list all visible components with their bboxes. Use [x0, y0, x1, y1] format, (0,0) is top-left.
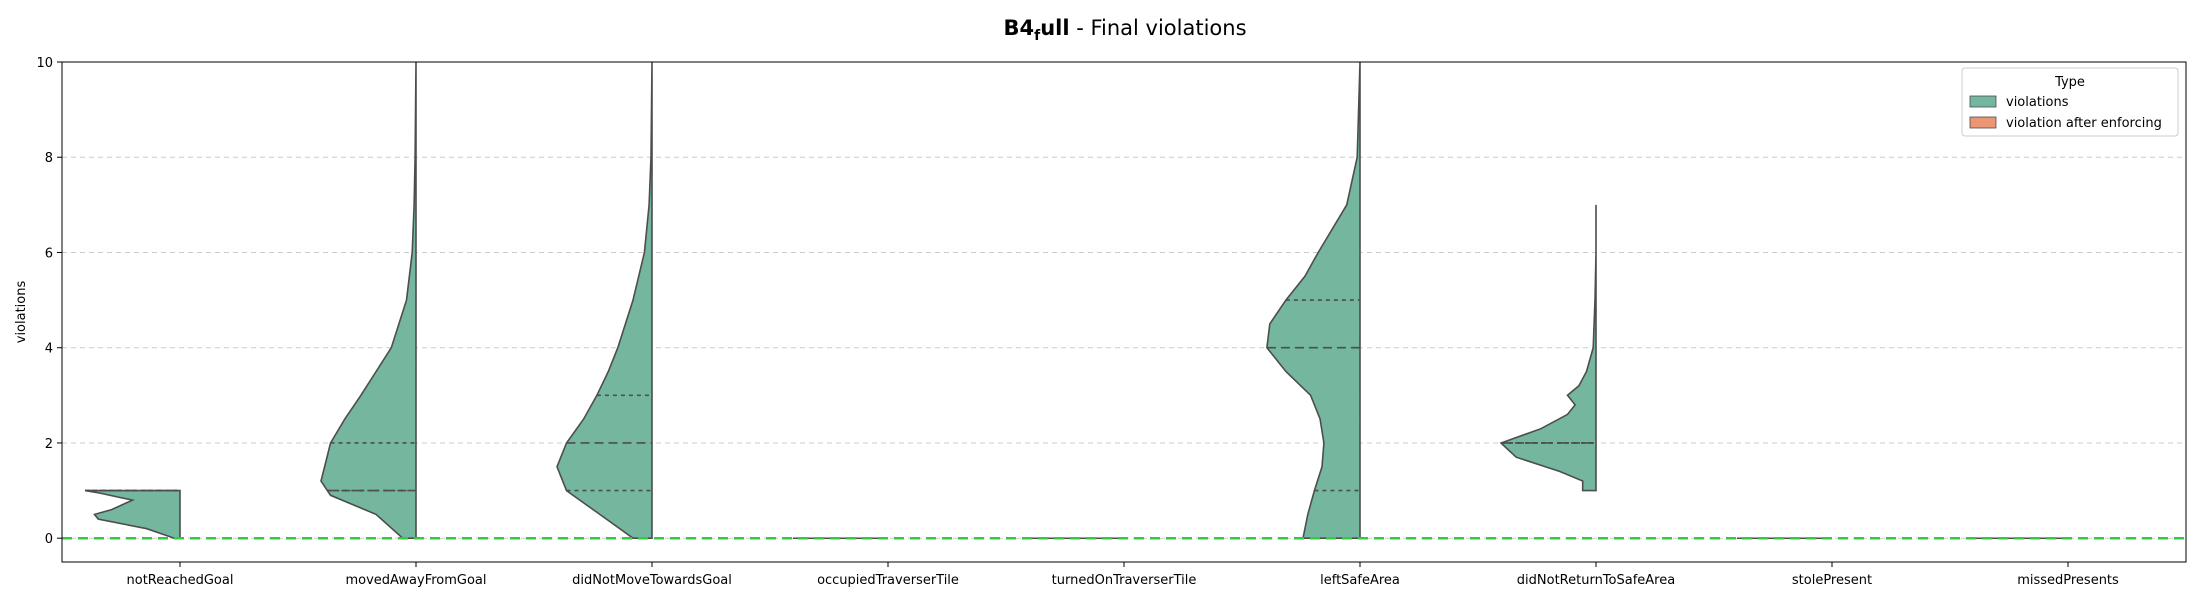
- legend-swatch-violation-after-enforcing: [1969, 116, 1997, 129]
- y-tick-label: 6: [45, 246, 53, 261]
- y-tick-label: 10: [36, 56, 53, 71]
- chart-title-main-suffix: ull: [1040, 16, 1069, 40]
- legend: Type violations violation after enforcin…: [1961, 67, 2179, 137]
- legend-label-violation-after-enforcing: violation after enforcing: [2006, 116, 2162, 131]
- x-tick-label: didNotMoveTowardsGoal: [572, 573, 732, 588]
- violin-didNotReturnToSafeArea: [1499, 204, 1597, 492]
- x-tick-label: didNotReturnToSafeArea: [1517, 573, 1675, 588]
- x-tick-label: missedPresents: [2017, 573, 2119, 588]
- y-tick-label: 0: [45, 532, 53, 547]
- y-axis: 0 2 4 6 8 10: [36, 56, 62, 547]
- x-tick-label: notReachedGoal: [127, 573, 234, 588]
- legend-box: [1961, 67, 2179, 137]
- violin-layer: [84, 61, 2068, 540]
- legend-label-violations: violations: [2006, 95, 2069, 110]
- violin-movedAwayFromGoal: [320, 61, 417, 540]
- violin-didNotMoveTowardsGoal: [556, 61, 653, 540]
- chart-title-subscript: f: [1034, 28, 1041, 44]
- y-tick-label: 4: [45, 342, 53, 357]
- x-tick-label: turnedOnTraverserTile: [1052, 573, 1197, 588]
- x-tick-label: occupiedTraverserTile: [817, 573, 959, 588]
- chart-title-rest: - Final violations: [1070, 16, 1247, 40]
- legend-title: Type: [2054, 75, 2085, 90]
- y-tick-label: 8: [45, 151, 53, 166]
- x-axis: notReachedGoal movedAwayFromGoal didNotMov…: [127, 562, 2119, 588]
- x-tick-label: leftSafeArea: [1320, 573, 1400, 588]
- x-tick-label: stolePresent: [1792, 573, 1872, 588]
- chart-title-main: B4: [1003, 16, 1034, 40]
- y-tick-label: 2: [45, 437, 53, 452]
- x-tick-label: movedAwayFromGoal: [345, 573, 486, 588]
- y-axis-label: violations: [14, 281, 29, 344]
- chart-title: B4full - Final violations: [1003, 16, 1246, 44]
- legend-swatch-violations: [1969, 95, 1997, 108]
